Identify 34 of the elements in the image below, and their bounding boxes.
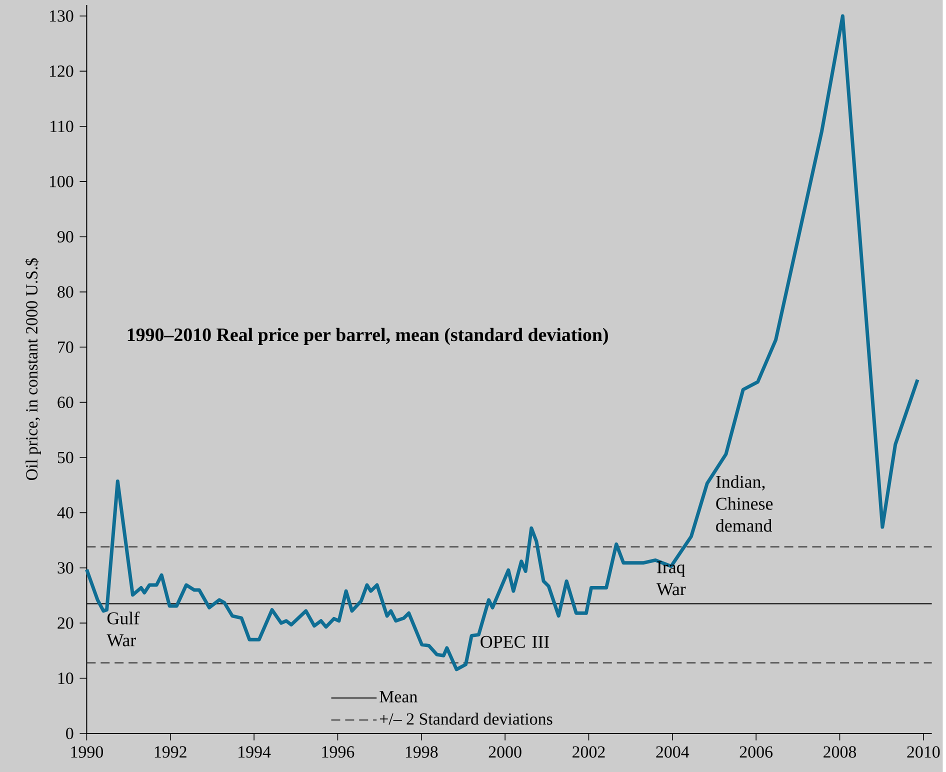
y-axis-title: Oil price, in constant 2000 U.S.$ <box>25 258 41 480</box>
y-tick-label: 50 <box>58 452 74 464</box>
x-tick-label: 2006 <box>740 746 773 758</box>
x-tick-label: 1996 <box>322 746 354 758</box>
y-tick-label: 110 <box>50 120 74 132</box>
x-tick-label: 1998 <box>406 746 438 758</box>
y-tick-label: 90 <box>57 230 74 242</box>
x-tick-label: 2010 <box>907 746 940 758</box>
y-tick-label: 80 <box>58 286 74 298</box>
x-tick-label: 2004 <box>656 746 690 758</box>
line-series <box>84 14 920 672</box>
x-tick-label: 1994 <box>238 746 271 758</box>
y-tick-label: 100 <box>50 176 74 188</box>
y-tick-label: 70 <box>58 341 74 353</box>
annotation: Iraq War <box>656 561 686 596</box>
y-tick-label: 20 <box>58 617 74 629</box>
legend-label: Mean <box>380 691 418 702</box>
y-tick-label: 130 <box>50 10 74 22</box>
y-tick-label: 0 <box>66 728 74 740</box>
x-tick-label: 2008 <box>824 746 856 758</box>
annotation: Indian, Chinese demand <box>716 475 773 532</box>
y-tick-label: 40 <box>57 506 74 518</box>
y-tick-label: 10 <box>58 672 74 684</box>
x-tick-label: 2002 <box>572 746 605 758</box>
y-tick-label: 60 <box>58 396 74 408</box>
annotation: Gulf War <box>106 611 140 646</box>
text: 1990–2010 Real price per barrel, mean (standard deviation) <box>128 328 608 345</box>
y-tick-label: 120 <box>50 65 74 77</box>
annotation: OPEC III <box>480 636 550 648</box>
legend-label: +/– 2 Standard deviations <box>380 712 552 725</box>
x-tick-label: 1990 <box>71 746 103 758</box>
y-tick-label: 30 <box>58 562 74 574</box>
x-tick-label: 1992 <box>154 746 186 758</box>
x-tick-label: 2000 <box>488 746 522 758</box>
